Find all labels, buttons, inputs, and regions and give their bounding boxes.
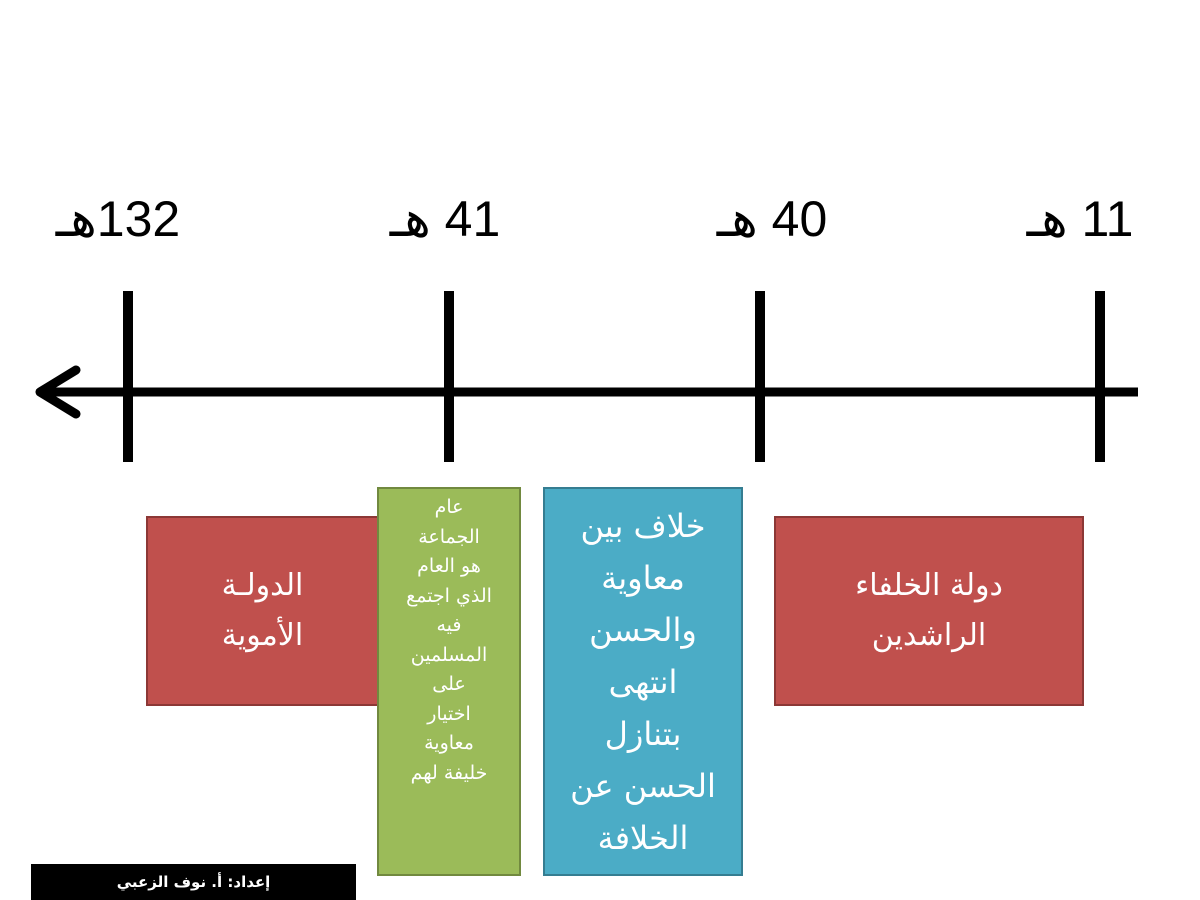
jamaa-year-box: عام الجماعة هو العام الذي اجتمع فيه المس… xyxy=(377,487,521,876)
box-line: الخلافة xyxy=(597,818,689,857)
year-label-41: 41 هـ xyxy=(389,191,501,247)
box-line: فيه xyxy=(436,614,462,636)
box-line: هو العام xyxy=(417,555,481,577)
author-credit: إعداد: أ. نوف الزعبي xyxy=(31,864,356,900)
box-line: معاوية xyxy=(424,732,474,754)
arrow-left-icon xyxy=(35,365,81,419)
tick-132 xyxy=(123,291,133,462)
tick-41 xyxy=(444,291,454,462)
box-line: والحسن xyxy=(589,610,697,649)
box-line: دولة الخلفاء xyxy=(855,568,1003,603)
timeline-axis xyxy=(35,365,1138,419)
rashidun-state-box: دولة الخلفاء الراشدين xyxy=(774,516,1084,706)
box-line: بتنازل xyxy=(604,714,682,753)
box-line: الأموية xyxy=(221,618,304,653)
year-label-40: 40 هـ xyxy=(716,191,828,247)
box-line: الحسن عن xyxy=(570,766,716,805)
box-line: الراشدين xyxy=(871,618,987,653)
umayyad-state-box: الدولـة الأموية xyxy=(146,516,379,706)
box-line: على xyxy=(432,673,466,695)
box-line: عام xyxy=(434,496,464,518)
year-label-11: 11 هـ xyxy=(1026,191,1134,247)
box-line: الجماعة xyxy=(418,525,480,548)
year-label-132: 132هـ xyxy=(55,191,181,247)
dispute-box: خلاف بين معاوية والحسن انتهى بتنازل الحس… xyxy=(543,487,743,876)
box-line: الدولـة xyxy=(221,568,304,603)
box-line: خلاف بين xyxy=(580,506,706,545)
box-line: معاوية xyxy=(601,558,685,597)
box-line: الذي اجتمع xyxy=(406,584,492,607)
box-line: المسلمين xyxy=(410,643,488,666)
tick-40 xyxy=(755,291,765,462)
box-line: انتهى xyxy=(608,662,678,701)
box-line: خليفة لهم xyxy=(410,761,488,784)
tick-11 xyxy=(1095,291,1105,462)
box-line: اختيار xyxy=(427,702,471,725)
